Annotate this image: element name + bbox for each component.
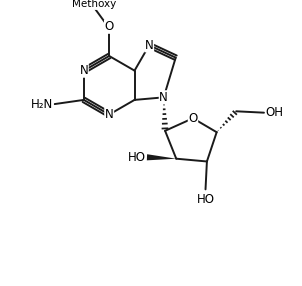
Text: HO: HO — [197, 193, 214, 206]
Text: H₂N: H₂N — [31, 98, 53, 111]
Text: N: N — [159, 91, 168, 104]
Text: HO: HO — [127, 151, 146, 164]
Text: N: N — [79, 64, 88, 77]
Text: Methoxy: Methoxy — [72, 0, 116, 9]
Text: N: N — [145, 39, 153, 52]
Text: O: O — [104, 20, 114, 33]
Text: OH: OH — [265, 106, 284, 119]
Polygon shape — [147, 154, 176, 160]
Text: O: O — [188, 112, 198, 125]
Text: N: N — [105, 108, 114, 121]
